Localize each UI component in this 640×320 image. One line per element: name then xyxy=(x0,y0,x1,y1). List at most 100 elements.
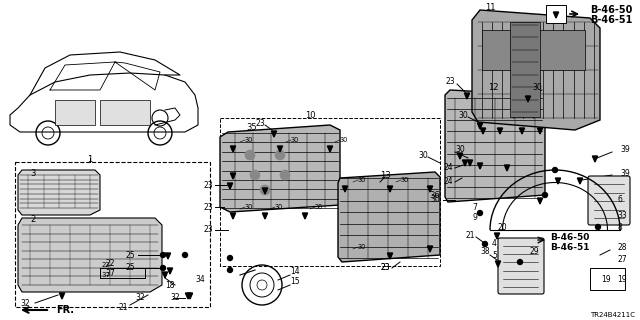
Text: 32: 32 xyxy=(135,293,145,302)
Polygon shape xyxy=(387,253,392,259)
Polygon shape xyxy=(302,213,308,219)
Text: 35: 35 xyxy=(246,124,257,132)
Text: 13: 13 xyxy=(380,171,390,180)
Text: 23: 23 xyxy=(255,118,265,127)
Polygon shape xyxy=(186,293,191,299)
Text: 5: 5 xyxy=(492,251,497,260)
Polygon shape xyxy=(445,90,545,202)
Text: 1: 1 xyxy=(88,156,93,164)
Text: B-46-50: B-46-50 xyxy=(590,5,632,15)
Polygon shape xyxy=(18,170,100,215)
Polygon shape xyxy=(504,165,509,171)
Text: 30: 30 xyxy=(291,137,299,143)
Text: 37: 37 xyxy=(105,268,115,277)
Polygon shape xyxy=(60,293,65,299)
Circle shape xyxy=(483,242,488,246)
Text: B-46-51: B-46-51 xyxy=(590,15,632,25)
Polygon shape xyxy=(494,233,500,239)
Text: 20: 20 xyxy=(498,223,508,233)
Polygon shape xyxy=(227,183,232,189)
Text: 23: 23 xyxy=(380,263,390,273)
Text: B-46-50: B-46-50 xyxy=(550,233,589,242)
Polygon shape xyxy=(163,272,168,278)
Polygon shape xyxy=(428,246,433,252)
Polygon shape xyxy=(467,160,472,166)
Circle shape xyxy=(161,266,166,270)
Text: 30: 30 xyxy=(458,110,468,119)
Polygon shape xyxy=(556,178,561,184)
Polygon shape xyxy=(262,213,268,219)
Polygon shape xyxy=(277,146,283,152)
Text: 23: 23 xyxy=(204,226,213,235)
Polygon shape xyxy=(593,156,598,162)
Text: 22: 22 xyxy=(102,262,110,268)
Text: 23: 23 xyxy=(204,180,213,189)
Text: 10: 10 xyxy=(305,110,316,119)
Text: 30: 30 xyxy=(315,204,323,210)
Text: 11: 11 xyxy=(484,4,495,12)
FancyBboxPatch shape xyxy=(588,176,630,225)
Circle shape xyxy=(280,170,290,180)
Text: 3: 3 xyxy=(30,169,35,178)
Text: 30: 30 xyxy=(455,146,465,155)
Text: 7: 7 xyxy=(472,204,477,212)
Text: 34: 34 xyxy=(195,276,205,284)
Bar xyxy=(220,118,440,266)
Circle shape xyxy=(227,268,232,273)
Circle shape xyxy=(245,150,255,160)
Text: 23: 23 xyxy=(445,77,455,86)
Polygon shape xyxy=(338,172,440,262)
Polygon shape xyxy=(465,93,470,99)
Text: 30: 30 xyxy=(245,137,253,143)
Circle shape xyxy=(477,211,483,215)
Text: 39: 39 xyxy=(620,146,630,155)
Text: B-46-51: B-46-51 xyxy=(550,244,589,252)
Polygon shape xyxy=(525,96,531,102)
Polygon shape xyxy=(472,10,600,130)
Polygon shape xyxy=(538,198,543,204)
Circle shape xyxy=(161,252,166,258)
Polygon shape xyxy=(387,186,392,192)
Bar xyxy=(510,22,540,117)
FancyBboxPatch shape xyxy=(498,238,544,294)
Polygon shape xyxy=(262,188,268,194)
Polygon shape xyxy=(577,178,582,184)
Text: 30: 30 xyxy=(430,196,440,204)
Polygon shape xyxy=(10,73,198,132)
Circle shape xyxy=(227,255,232,260)
Text: 32: 32 xyxy=(20,299,29,308)
Polygon shape xyxy=(230,173,236,179)
Text: 2: 2 xyxy=(30,215,35,225)
Text: 24: 24 xyxy=(444,164,453,172)
Text: 38: 38 xyxy=(481,247,490,257)
Circle shape xyxy=(250,170,260,180)
Text: 23: 23 xyxy=(380,263,390,273)
Polygon shape xyxy=(554,12,559,18)
Text: 9: 9 xyxy=(472,213,477,222)
Text: 25: 25 xyxy=(125,263,135,273)
Text: 37: 37 xyxy=(102,272,111,278)
Circle shape xyxy=(595,225,600,229)
Text: 28: 28 xyxy=(617,244,627,252)
Text: 39: 39 xyxy=(620,169,630,178)
Polygon shape xyxy=(220,125,340,212)
Bar xyxy=(546,5,566,23)
Text: 30: 30 xyxy=(340,137,348,143)
Circle shape xyxy=(543,193,547,197)
Text: 18: 18 xyxy=(165,281,175,290)
Text: 23: 23 xyxy=(204,203,213,212)
Text: 21: 21 xyxy=(118,302,128,311)
Text: 29: 29 xyxy=(530,247,540,257)
Polygon shape xyxy=(342,186,348,192)
Text: 33: 33 xyxy=(617,211,627,220)
Text: 14: 14 xyxy=(290,268,300,276)
Polygon shape xyxy=(168,268,173,274)
Polygon shape xyxy=(428,186,433,192)
Text: TR24B4211C: TR24B4211C xyxy=(590,312,635,318)
Text: 4: 4 xyxy=(492,238,497,247)
Polygon shape xyxy=(477,163,483,169)
Bar xyxy=(55,100,95,125)
Text: 19: 19 xyxy=(601,275,611,284)
Text: 15: 15 xyxy=(290,277,300,286)
Polygon shape xyxy=(495,261,500,267)
